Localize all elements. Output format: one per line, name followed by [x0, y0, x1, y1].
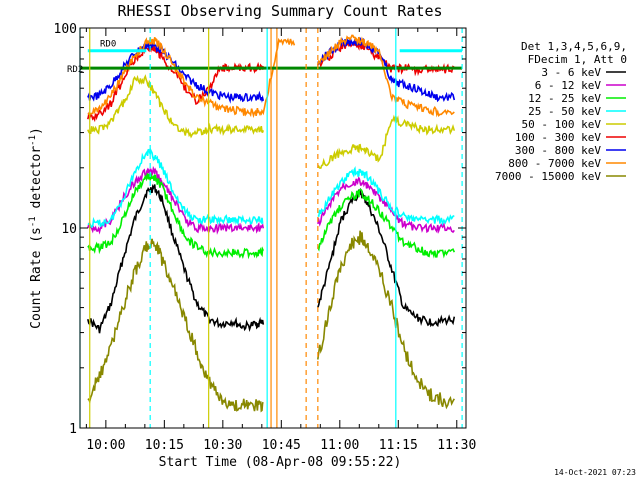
- y-tick-label: 10: [61, 222, 77, 237]
- x-tick-label: 11:30: [437, 438, 476, 453]
- x-tick-label: 11:00: [320, 438, 359, 453]
- y-axis-label: Count Rate (s-1 detector-1): [28, 127, 44, 329]
- series-line: [87, 183, 456, 334]
- axes-layer: [79, 27, 467, 429]
- y-tick-labels: 1 10 100: [54, 22, 77, 437]
- rd2-label: RD2: [67, 65, 83, 75]
- x-tick-label: 11:15: [379, 438, 418, 453]
- x-tick-label: 10:30: [203, 438, 242, 453]
- series-line: [87, 147, 455, 229]
- series-line: [87, 165, 455, 235]
- x-tick-label: 10:00: [86, 438, 125, 453]
- legend: Det 1,3,4,5,6,9,FDecim 1, Att 03 - 6 keV…: [495, 40, 627, 183]
- legend-entry-label: 300 - 800 keV: [515, 144, 601, 157]
- marker-layer: RD0 RD2: [67, 28, 463, 428]
- series-line: [87, 74, 456, 169]
- series-line: [87, 230, 455, 413]
- legend-header: Det 1,3,4,5,6,9,: [521, 40, 627, 53]
- series-line: [87, 34, 455, 119]
- legend-entry-label: 25 - 50 keV: [528, 105, 601, 118]
- legend-header: FDecim 1, Att 0: [528, 53, 627, 66]
- legend-entry-label: 50 - 100 keV: [522, 118, 602, 131]
- series-line: [87, 173, 456, 260]
- x-tick-label: 10:45: [262, 438, 301, 453]
- y-tick-label: 1: [69, 422, 77, 437]
- legend-entry-label: 800 - 7000 keV: [508, 157, 601, 170]
- legend-entry-label: 3 - 6 keV: [541, 66, 601, 79]
- x-axis-label: Start Time (08-Apr-08 09:55:22): [159, 455, 402, 470]
- x-tick-label: 10:15: [145, 438, 184, 453]
- legend-entry-label: 6 - 12 keV: [535, 79, 602, 92]
- y-tick-label: 100: [54, 22, 77, 37]
- legend-entry-label: 12 - 25 keV: [528, 92, 601, 105]
- series-layer: [87, 34, 456, 413]
- legend-entry-label: 7000 - 15000 keV: [495, 170, 601, 183]
- legend-entry-label: 100 - 300 keV: [515, 131, 601, 144]
- x-tick-labels: 10:00 10:15 10:30 10:45 11:00 11:15 11:30: [86, 438, 476, 453]
- rd0-label: RD0: [100, 40, 116, 50]
- chart-title: RHESSI Observing Summary Count Rates: [117, 2, 442, 20]
- generation-timestamp: 14-Oct-2021 07:23: [554, 468, 636, 477]
